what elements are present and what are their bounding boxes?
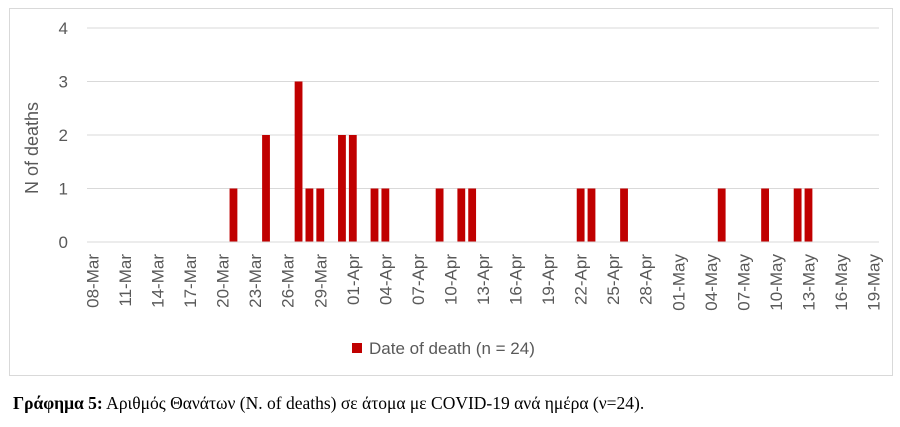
bar — [576, 188, 585, 242]
legend: Date of death (n = 24) — [352, 339, 535, 358]
x-tick-label: 11-Mar — [116, 254, 135, 307]
bar — [338, 135, 346, 242]
y-axis-label: N of deaths — [22, 102, 42, 194]
legend-label: Date of death (n = 24) — [369, 339, 535, 358]
bar-chart: 0 1 2 3 4 08-Mar 11-Mar 14-Mar 17-Mar 20-Mar 23-M… — [22, 19, 884, 358]
gridlines — [87, 27, 879, 189]
y-axis-ticks: 0 1 2 3 4 — [59, 19, 68, 252]
legend-swatch — [352, 343, 362, 353]
x-tick-label: 13-May — [799, 254, 818, 311]
x-tick-label: 19-Apr — [539, 254, 558, 305]
x-tick-label: 07-May — [734, 254, 753, 311]
x-tick-label: 26-Mar — [279, 254, 298, 308]
bar — [435, 188, 444, 242]
x-tick-label: 16-Apr — [507, 254, 526, 305]
y-tick-label: 1 — [59, 180, 68, 199]
bar — [587, 188, 596, 242]
x-tick-label: 07-Apr — [409, 254, 428, 305]
x-tick-label: 10-May — [767, 254, 786, 311]
bar — [804, 188, 813, 242]
bar — [761, 188, 769, 242]
bar — [370, 188, 379, 242]
x-tick-label: 25-Apr — [604, 254, 623, 305]
y-tick-label: 2 — [59, 126, 68, 145]
x-tick-label: 29-Mar — [311, 254, 330, 308]
bar — [305, 188, 314, 242]
x-tick-label: 01-May — [669, 254, 688, 311]
x-tick-label: 20-Mar — [214, 254, 233, 308]
x-tick-label: 04-Apr — [376, 254, 395, 305]
x-tick-label: 16-May — [832, 254, 851, 311]
bar — [620, 188, 628, 242]
bar — [381, 188, 390, 242]
x-tick-label: 13-Apr — [474, 254, 493, 305]
bar — [717, 188, 726, 242]
y-tick-label: 0 — [59, 233, 68, 252]
x-tick-label: 22-Apr — [572, 254, 591, 305]
x-tick-label: 01-Apr — [344, 254, 363, 305]
x-tick-label: 10-Apr — [441, 254, 460, 305]
bar — [793, 188, 802, 242]
y-tick-label: 3 — [59, 73, 68, 92]
bar — [457, 188, 466, 242]
bar — [229, 188, 238, 242]
x-tick-label: 17-Mar — [181, 254, 200, 308]
bar — [262, 135, 270, 242]
caption-lead: Γράφημα 5: — [13, 393, 103, 413]
x-tick-label: 14-Mar — [149, 254, 168, 308]
chart-frame — [9, 8, 893, 376]
bars — [229, 81, 813, 242]
x-tick-label: 08-Mar — [83, 254, 102, 308]
bar — [294, 81, 303, 242]
bar — [468, 188, 477, 242]
x-axis-ticks: 08-Mar 11-Mar 14-Mar 17-Mar 20-Mar 23-Mar 26-M… — [83, 254, 883, 311]
bar — [348, 135, 357, 242]
x-tick-label: 23-Mar — [246, 254, 265, 308]
x-tick-label: 04-May — [702, 254, 721, 311]
caption-text: Αριθμός Θανάτων (N. of deaths) σε άτομα … — [102, 393, 645, 413]
figure-caption: Γράφημα 5: Αριθμός Θανάτων (N. of deaths… — [13, 393, 893, 414]
x-tick-label: 28-Apr — [637, 254, 656, 305]
y-tick-label: 4 — [59, 19, 68, 38]
bar — [316, 188, 325, 242]
x-tick-label: 19-May — [865, 254, 884, 311]
